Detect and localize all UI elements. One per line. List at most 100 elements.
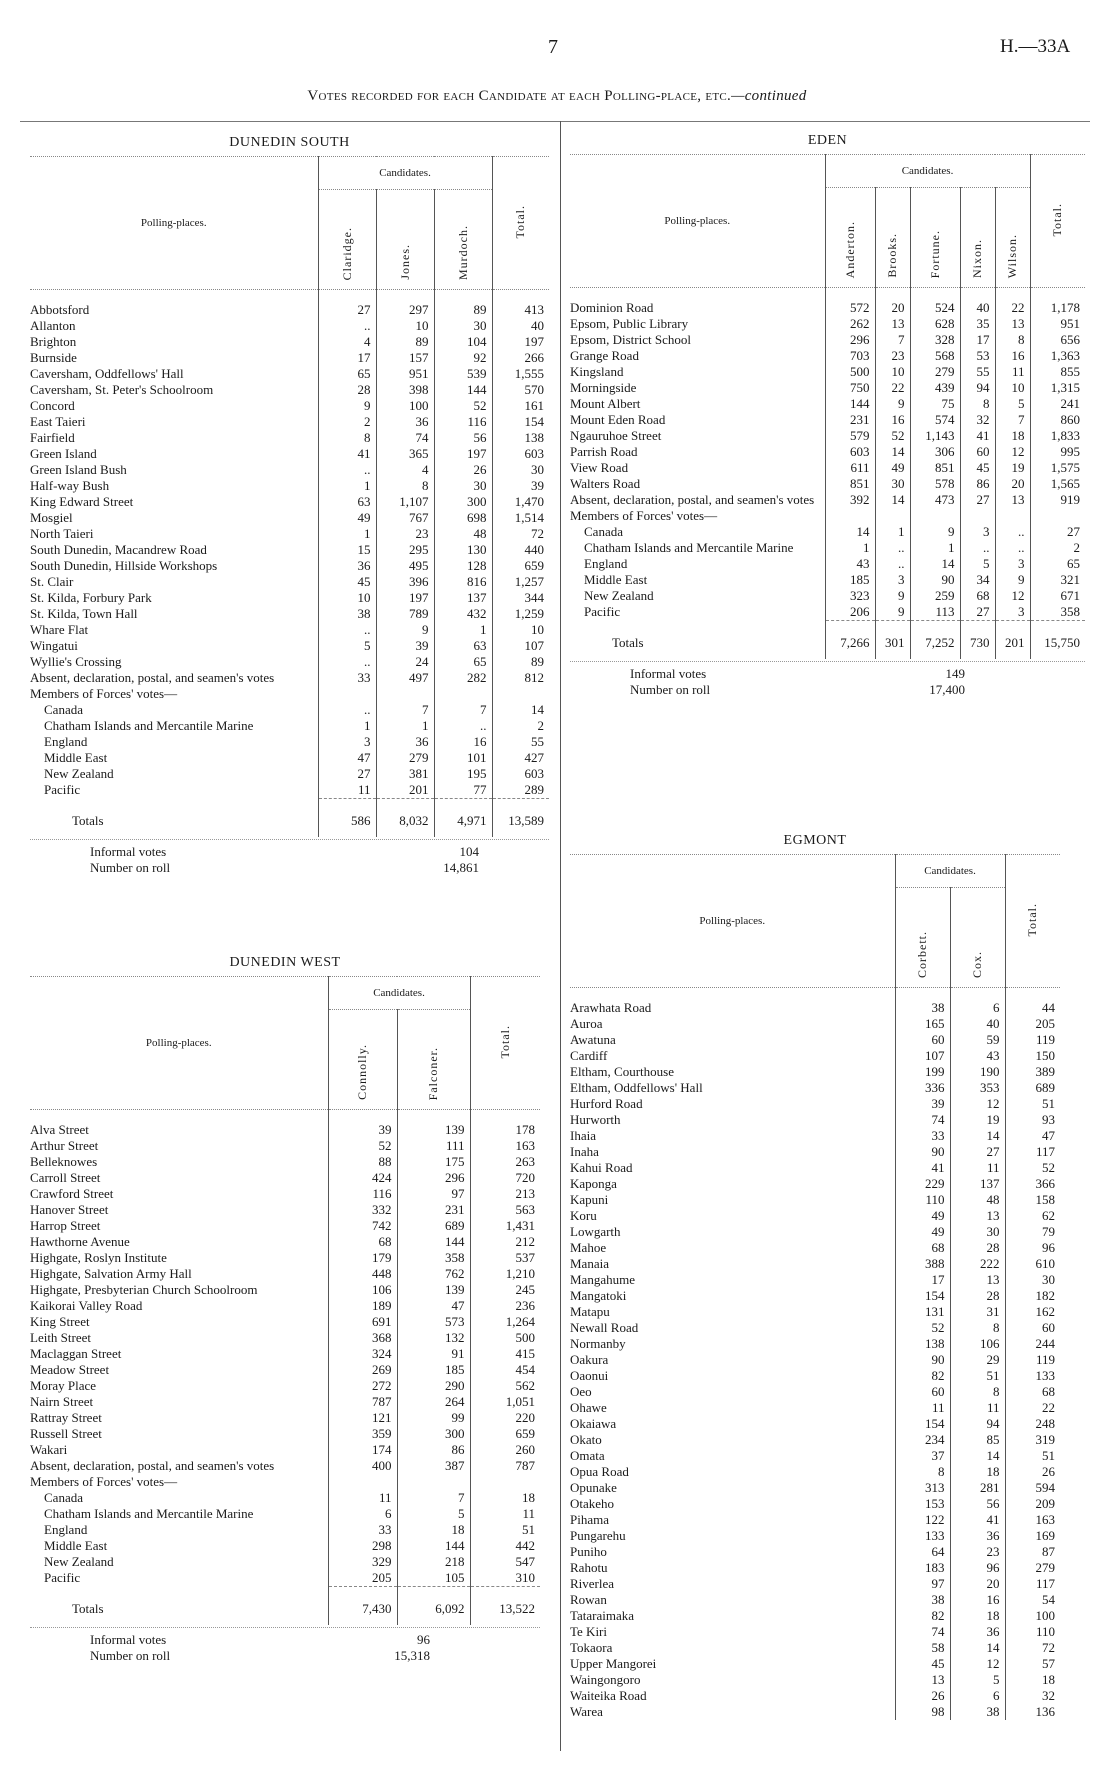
- candidate-votes: 30: [949, 1224, 1006, 1240]
- polling-places-label: Polling-places.: [664, 215, 731, 227]
- polling-place: Middle East: [44, 1538, 108, 1553]
- table-row: Rahotu 183 96 279: [570, 1560, 1061, 1576]
- row-total: 52: [1004, 1160, 1061, 1176]
- polling-place: Te Kiri: [570, 1624, 607, 1639]
- candidate-name: Falconer.: [426, 1046, 440, 1100]
- row-total: 656: [1029, 332, 1086, 348]
- table-row: Inaha 90 27 117: [570, 1144, 1061, 1160]
- table-row: Nairn Street 787 264 1,051: [30, 1394, 541, 1410]
- candidate-votes: 31: [949, 1304, 1006, 1320]
- candidate-votes: 11: [994, 364, 1031, 380]
- row-total: 119: [1004, 1352, 1061, 1368]
- table-row: Maclaggan Street 324 91 415: [30, 1346, 541, 1362]
- polling-place: Kahui Road: [570, 1160, 633, 1175]
- polling-place: Carroll Street: [30, 1170, 101, 1185]
- candidate-votes: 201: [994, 620, 1031, 659]
- candidate-votes: 130: [433, 542, 493, 558]
- polling-place: Canada: [44, 702, 83, 717]
- row-total: 110: [1004, 1624, 1061, 1640]
- candidate-votes: 279: [909, 364, 960, 380]
- row-total: 18: [469, 1490, 541, 1506]
- table-row: Crawford Street 116 97 213: [30, 1186, 541, 1202]
- table-row: Fairfield 8 74 56 138: [30, 430, 550, 446]
- candidate-votes: 60: [894, 1032, 950, 1048]
- candidate-votes: 573: [396, 1314, 471, 1330]
- row-total: 10: [491, 622, 550, 638]
- candidate-votes: 4: [317, 334, 376, 350]
- candidate-votes: 52: [327, 1138, 397, 1154]
- row-total: 610: [1004, 1256, 1061, 1272]
- polling-place: Wyllie's Crossing: [30, 654, 122, 669]
- row-total: 119: [1004, 1032, 1061, 1048]
- table-row: Highgate, Salvation Army Hall 448 762 1,210: [30, 1266, 541, 1282]
- polling-places-header: Polling-places.: [30, 156, 318, 290]
- candidate-votes: 190: [949, 1064, 1006, 1080]
- candidate-votes: 153: [894, 1496, 950, 1512]
- polling-place: Upper Mangorei: [570, 1656, 657, 1671]
- row-total: 671: [1029, 588, 1086, 604]
- candidate-name: Wilson.: [1005, 233, 1020, 278]
- candidate-votes: 20: [874, 287, 910, 316]
- candidate-votes: 38: [317, 606, 376, 622]
- candidate-votes: 424: [327, 1170, 397, 1186]
- polling-place: Pacific: [44, 1570, 81, 1585]
- candidate-votes: [317, 686, 376, 702]
- row-total: 209: [1004, 1496, 1061, 1512]
- candidates-header: Candidates.: [894, 854, 1006, 888]
- row-total: 344: [491, 590, 550, 606]
- row-total: 241: [1029, 396, 1086, 412]
- table-row: Koru 49 13 62: [570, 1208, 1061, 1224]
- candidate-votes: 110: [894, 1192, 950, 1208]
- row-total: 89: [491, 654, 550, 670]
- table-row: Highgate, Presbyterian Church Schoolroom…: [30, 1282, 541, 1298]
- polling-place: Totals: [72, 1600, 104, 1616]
- candidate-votes: 41: [894, 1160, 950, 1176]
- table-row: Leith Street 368 132 500: [30, 1330, 541, 1346]
- candidate-votes: ..: [994, 524, 1031, 540]
- candidate-votes: 183: [894, 1560, 950, 1576]
- number-on-roll-value: 15,318: [394, 1648, 430, 1663]
- polling-place: Green Island Bush: [30, 462, 127, 477]
- candidate-votes: 524: [909, 287, 960, 316]
- candidate-votes: 53: [959, 348, 995, 364]
- table-row: Upper Mangorei 45 12 57: [570, 1656, 1061, 1672]
- candidate-name: Cox.: [970, 950, 984, 978]
- candidate-votes: 17: [317, 350, 376, 366]
- polling-places-header: Polling-places.: [570, 854, 895, 988]
- candidate-votes: 10: [317, 590, 376, 606]
- polling-place: Maclaggan Street: [30, 1346, 122, 1361]
- table-row: Burnside 17 157 92 266: [30, 350, 550, 366]
- number-on-roll-value: 17,400: [929, 682, 965, 697]
- informal-votes-value: 149: [945, 666, 966, 681]
- candidate-votes: 574: [909, 412, 960, 428]
- table-row: Matapu 131 31 162: [570, 1304, 1061, 1320]
- polling-place: Belleknowes: [30, 1154, 98, 1169]
- candidate-votes: 279: [375, 750, 434, 766]
- table-row: Pungarehu 133 36 169: [570, 1528, 1061, 1544]
- row-total: 22: [1004, 1400, 1061, 1416]
- candidate-votes: 97: [396, 1186, 471, 1202]
- table-row: St. Clair 45 396 816 1,257: [30, 574, 550, 590]
- candidate-votes: 2: [317, 414, 376, 430]
- table-row: Newall Road 52 8 60: [570, 1320, 1061, 1336]
- candidate-votes: 36: [317, 558, 376, 574]
- candidate-votes: 96: [949, 1560, 1006, 1576]
- candidate-votes: 60: [959, 444, 995, 460]
- candidate-votes: 9: [874, 396, 910, 412]
- candidate-votes: 23: [874, 348, 910, 364]
- candidate-votes: 7,430: [327, 1586, 397, 1625]
- polling-place: Epsom, District School: [570, 332, 691, 347]
- candidate-votes: 20: [994, 476, 1031, 492]
- candidate-votes: 16: [874, 412, 910, 428]
- candidate-votes: 132: [396, 1330, 471, 1346]
- polling-places-label: Polling-places.: [145, 1037, 212, 1049]
- candidate-votes: [824, 508, 875, 524]
- table-row: St. Kilda, Town Hall 38 789 432 1,259: [30, 606, 550, 622]
- candidate-votes: 698: [433, 510, 493, 526]
- polling-place: England: [44, 1522, 88, 1537]
- candidate-votes: 3: [874, 572, 910, 588]
- number-on-roll-label: Number on roll: [90, 1648, 171, 1663]
- candidate-votes: 39: [327, 1109, 397, 1138]
- polling-place: Kaponga: [570, 1176, 617, 1191]
- electorate-dunedin-west: DUNEDIN WEST Polling-places. Candidates. To…: [30, 950, 541, 1663]
